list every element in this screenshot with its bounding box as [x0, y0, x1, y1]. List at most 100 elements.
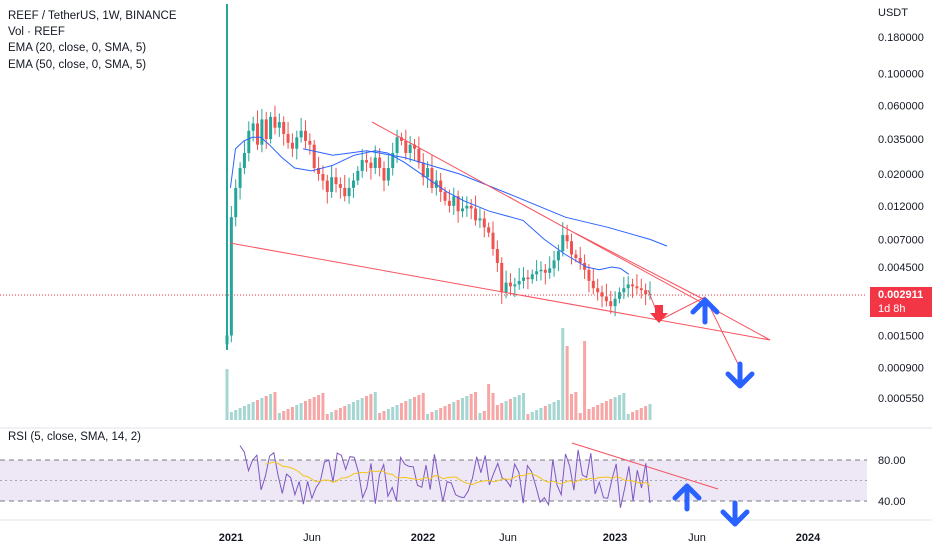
volume-bar — [369, 394, 373, 420]
candle-body — [391, 152, 395, 169]
volume-bar — [508, 399, 512, 420]
candle-body — [574, 254, 578, 258]
volume-bar — [491, 393, 495, 420]
volume-bar — [404, 401, 408, 420]
volume-bar — [452, 402, 456, 420]
volume-bar — [426, 414, 430, 420]
volume-bar — [277, 413, 281, 420]
volume-bar — [583, 341, 587, 420]
candle-body — [413, 144, 417, 149]
volume-bar — [317, 395, 321, 420]
volume-bar — [622, 393, 626, 420]
chart-legend: REEF / TetherUS, 1W, BINANCE Vol · REEF … — [8, 8, 177, 73]
rsi-legend[interactable]: RSI (5, close, SMA, 14, 2) — [8, 431, 141, 443]
volume-bar — [439, 408, 443, 420]
volume-bar — [570, 394, 574, 420]
volume-bar — [225, 369, 229, 420]
volume-bar — [513, 397, 517, 420]
candle-body — [565, 235, 569, 242]
volume-bar — [578, 413, 582, 420]
candle-body — [286, 133, 290, 143]
candle-body — [360, 160, 364, 171]
price-tick-label: 0.004500 — [878, 262, 924, 274]
candle-body — [238, 168, 242, 188]
candle-body — [395, 137, 399, 153]
lower-trendline[interactable] — [229, 242, 771, 341]
volume-bar — [504, 401, 508, 420]
ema20-legend[interactable]: EMA (20, close, 0, SMA, 5) — [8, 42, 147, 55]
candlesticks — [225, 4, 652, 350]
volume-bar — [626, 414, 630, 420]
candle-body — [408, 144, 412, 153]
candle-body — [543, 269, 547, 273]
volume-bar — [613, 397, 617, 420]
candle-body — [508, 282, 512, 287]
arrow-up-blue-icon — [690, 297, 720, 325]
volume-bar — [312, 397, 316, 420]
candle-body — [260, 119, 264, 145]
candle-body — [596, 288, 600, 293]
current-price-value: 0.002911 — [878, 289, 924, 301]
candle-body — [321, 173, 325, 181]
volume-bar — [282, 411, 286, 420]
candle-body — [556, 251, 560, 261]
volume-bar — [269, 394, 273, 420]
candle-body — [295, 137, 299, 149]
volume-bar — [639, 408, 643, 420]
upper-trendline-2[interactable] — [574, 232, 706, 301]
candle-body — [351, 180, 355, 188]
volume-bar — [500, 403, 504, 420]
volume-bar — [391, 407, 395, 420]
volume-bar — [299, 403, 303, 420]
volume-bar — [395, 405, 399, 420]
candle-body — [264, 119, 268, 140]
volume-bar — [644, 406, 648, 420]
price-tick-label: 0.020000 — [878, 169, 924, 181]
price-axis-unit: USDT — [878, 7, 908, 19]
rsi-ma-line — [265, 461, 651, 487]
volume-bar — [469, 394, 473, 420]
candle-body — [365, 160, 369, 163]
candle-body — [591, 280, 595, 289]
volume-bars — [225, 328, 652, 420]
volume-bar — [247, 404, 251, 420]
ema50-legend[interactable]: EMA (50, close, 0, SMA, 5) — [8, 58, 147, 71]
volume-bar — [382, 411, 386, 420]
volume-bar — [286, 409, 290, 420]
volume-bar — [351, 402, 355, 420]
volume-bar — [543, 406, 547, 420]
volume-bar — [417, 395, 421, 420]
volume-legend[interactable]: Vol · REEF — [8, 26, 65, 39]
volume-bar — [256, 400, 260, 420]
price-tick-label: 0.000900 — [878, 362, 924, 374]
volume-bar — [343, 406, 347, 420]
volume-bar — [334, 410, 338, 420]
projection-path[interactable] — [647, 289, 741, 369]
candle-body — [548, 268, 552, 273]
candle-body — [522, 277, 526, 281]
volume-bar — [273, 392, 277, 420]
current-price-badge: 0.002911 1d 8h — [870, 287, 932, 317]
price-tick-label: 0.180000 — [878, 32, 924, 44]
symbol-title[interactable]: REEF / TetherUS, 1W, BINANCE — [8, 10, 177, 22]
volume-bar — [565, 346, 569, 420]
candle-body — [452, 196, 456, 206]
price-tick-label: 0.001500 — [878, 330, 924, 342]
candle-body — [631, 284, 635, 287]
time-tick-label: Jun — [688, 532, 706, 544]
volume-bar — [517, 395, 521, 420]
price-tick-label: 0.000550 — [878, 393, 924, 405]
volume-bar — [295, 405, 299, 420]
candle-body — [469, 205, 473, 209]
candle-body — [399, 137, 403, 141]
candle-body — [530, 274, 534, 280]
arrow-up-blue-rsi-icon — [672, 483, 702, 512]
volume-bar — [321, 393, 325, 420]
wedge-trendlines[interactable] — [229, 121, 771, 490]
volume-bar — [604, 401, 608, 420]
candle-body — [456, 196, 460, 212]
volume-bar — [635, 410, 639, 420]
volume-bar — [600, 403, 604, 420]
volume-bar — [443, 406, 447, 420]
